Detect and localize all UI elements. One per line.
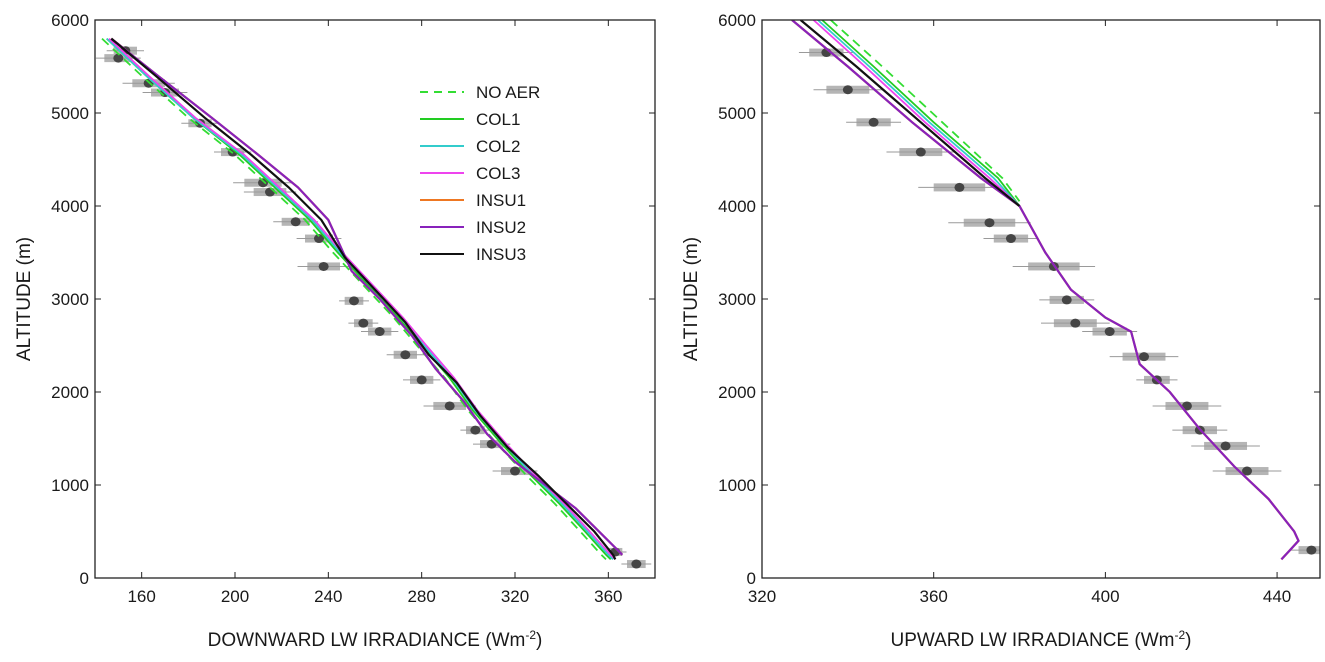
y-tick-label: 6000 (51, 11, 89, 30)
legend-label: NO AER (476, 83, 540, 102)
axis-ticks: 320 360 400 440 0 1000 2000 3000 4000 5000 6000 (718, 11, 1320, 606)
y-tick-label: 6000 (718, 11, 756, 30)
observation-point (358, 318, 369, 328)
observation-point (258, 178, 268, 188)
observation-point (400, 350, 411, 360)
observation-point (915, 147, 926, 157)
legend-label: INSU2 (476, 218, 526, 237)
observation-point (954, 182, 965, 192)
x-tick-label: 200 (221, 587, 249, 606)
legend: NO AER COL1 COL2 COL3 INSU1 INSU2 INSU3 (420, 83, 540, 264)
observation-markers (798, 48, 1320, 555)
y-tick-label: 2000 (718, 383, 756, 402)
legend-label: INSU3 (476, 245, 526, 264)
axis-ticks: 160 200 240 280 320 360 0 1000 2000 3000 4000 5000 6… (51, 11, 655, 606)
series-line-insu2 (110, 37, 624, 556)
observation-point (984, 218, 995, 228)
observation-point (1061, 295, 1072, 305)
series-line-insu3 (799, 20, 1021, 207)
y-axis-title: ALTITUDE (m) (681, 237, 702, 361)
x-tick-label: 320 (748, 587, 776, 606)
x-tick-label: 400 (1091, 587, 1119, 606)
observation-point (349, 296, 359, 306)
observation-point (631, 559, 642, 569)
x-tick-label: 360 (594, 587, 622, 606)
x-axis-title: DOWNWARD LW IRRADIANCE (Wm-2) (208, 628, 543, 651)
observation-point (1139, 352, 1150, 362)
series-line-col1 (821, 20, 1021, 207)
series-line-col1 (106, 37, 612, 561)
x-tick-label: 240 (314, 587, 342, 606)
plot-frame (761, 19, 1321, 579)
series-line-no-aer (830, 20, 1021, 202)
downward-lw-panel: 160 200 240 280 320 360 0 1000 2000 3000 4000 5000 6… (14, 11, 656, 651)
series-line-col3 (812, 20, 1021, 207)
series-line-insu1 (110, 37, 624, 556)
legend-label: COL1 (476, 110, 520, 129)
observation-point (1104, 327, 1115, 337)
legend-label: INSU1 (476, 191, 526, 210)
series-line-col3 (108, 37, 616, 561)
legend-label: COL3 (476, 164, 520, 183)
observation-point (444, 401, 455, 411)
y-tick-label: 0 (747, 569, 756, 588)
y-tick-label: 4000 (51, 197, 89, 216)
observation-point (1070, 318, 1081, 328)
y-tick-label: 5000 (51, 104, 89, 123)
y-axis-title: ALTITUDE (m) (14, 237, 35, 361)
observation-point (416, 375, 427, 385)
x-tick-label: 280 (407, 587, 435, 606)
x-tick-label: 320 (501, 587, 529, 606)
series-line-insu2 (791, 20, 1300, 561)
series-lines (101, 37, 624, 561)
x-tick-label: 440 (1263, 587, 1291, 606)
y-tick-label: 5000 (718, 104, 756, 123)
y-tick-label: 3000 (718, 290, 756, 309)
x-tick-label: 360 (920, 587, 948, 606)
y-tick-label: 1000 (718, 476, 756, 495)
observation-point (318, 261, 329, 271)
y-tick-label: 4000 (718, 197, 756, 216)
series-lines (791, 20, 1300, 561)
observation-point (1181, 401, 1192, 411)
observation-point (510, 466, 520, 476)
y-tick-label: 3000 (51, 290, 89, 309)
observation-point (842, 85, 853, 95)
y-tick-label: 1000 (51, 476, 89, 495)
series-line-insu1 (791, 20, 1300, 561)
observation-point (470, 425, 481, 435)
observation-point (1242, 466, 1253, 476)
series-line-insu3 (110, 37, 617, 560)
x-axis-title: UPWARD LW IRRADIANCE (Wm-2) (891, 628, 1192, 651)
legend-label: COL2 (476, 137, 520, 156)
y-tick-label: 2000 (51, 383, 89, 402)
observation-point (265, 187, 275, 197)
observation-point (374, 327, 385, 337)
x-tick-label: 160 (127, 587, 155, 606)
observation-point (314, 234, 324, 244)
observation-point (868, 117, 879, 127)
series-line-col2 (817, 20, 1021, 207)
upward-lw-panel: 320 360 400 440 0 1000 2000 3000 4000 5000 6000 UP… (681, 11, 1321, 651)
y-tick-label: 0 (80, 569, 89, 588)
observation-point (290, 217, 301, 227)
observation-point (1220, 441, 1231, 451)
observation-point (1306, 545, 1317, 555)
observation-point (113, 53, 124, 63)
series-line-no-aer (101, 37, 607, 561)
observation-markers (95, 46, 652, 569)
observation-point (1005, 234, 1016, 244)
